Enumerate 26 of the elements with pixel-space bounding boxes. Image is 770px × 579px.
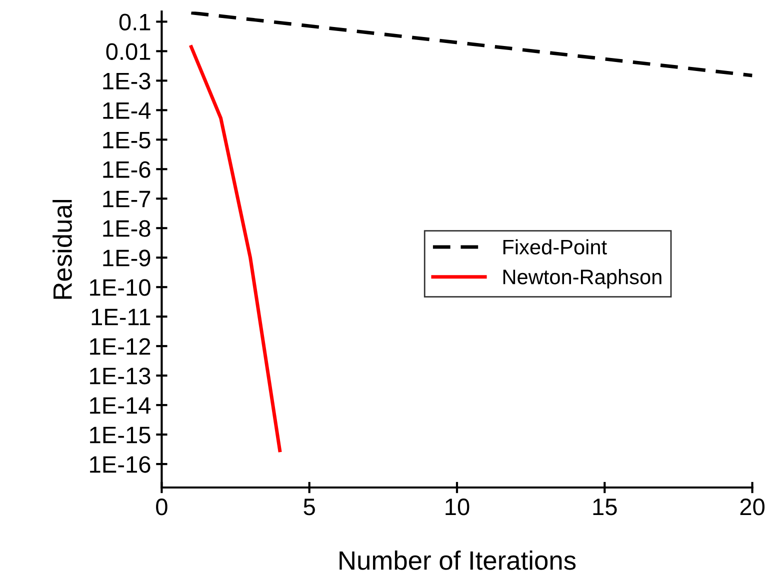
y-tick-label: 1E-14 bbox=[90, 397, 151, 414]
y-tick-label: 1E-11 bbox=[92, 308, 150, 326]
y-tick-label: 1E-8 bbox=[103, 220, 150, 237]
x-tick-label: 10 bbox=[446, 498, 470, 516]
legend-label: Newton-Raphson bbox=[503, 269, 662, 288]
line-series bbox=[189, 45, 282, 452]
x-tick-label: 0 bbox=[156, 498, 168, 516]
y-tick-label: 1E-7 bbox=[103, 190, 150, 208]
y-tick-label: 1E-9 bbox=[103, 250, 150, 266]
y-tick-label: 1E-13 bbox=[90, 368, 150, 384]
y-tick-label: 0.01 bbox=[106, 43, 150, 60]
y-axis-title: Residual bbox=[52, 200, 72, 299]
y-tick-label: 1E-3 bbox=[103, 72, 150, 90]
x-axis-title: Number of Iterations bbox=[340, 550, 576, 570]
y-tick-label: 0.1 bbox=[119, 14, 150, 30]
y-tick-label: 1E-5 bbox=[103, 132, 150, 148]
y-tick-label: 1E-10 bbox=[90, 279, 150, 296]
x-tick-label: 5 bbox=[304, 498, 315, 516]
x-tick-label: 20 bbox=[740, 498, 764, 516]
y-tick-label: 1E-4 bbox=[103, 102, 151, 119]
legend-label: Fixed-Point bbox=[503, 239, 607, 254]
y-tick-label: 1E-6 bbox=[103, 161, 150, 178]
y-tick-label: 1E-16 bbox=[90, 456, 150, 473]
y-tick-label: 1E-12 bbox=[90, 338, 150, 355]
y-tick-label: 1E-15 bbox=[90, 426, 150, 444]
x-tick-label: 15 bbox=[593, 498, 617, 516]
